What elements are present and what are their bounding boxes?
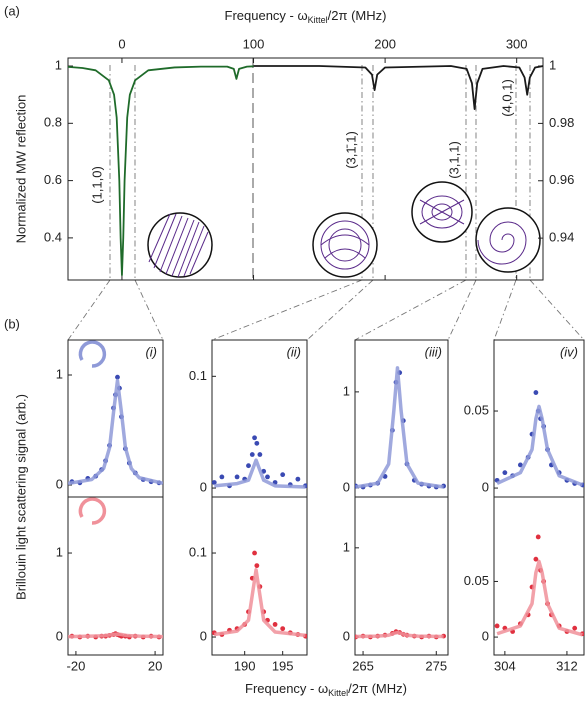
plot-frame xyxy=(67,496,164,656)
x-axis-label-part: /2π (MHz) xyxy=(348,681,407,696)
y-tick-label: 0 xyxy=(343,479,350,494)
y-tick-label: 0 xyxy=(343,628,350,643)
panel-sublabel: (iv) xyxy=(560,344,578,359)
data-point xyxy=(272,622,278,627)
data-point xyxy=(252,550,257,556)
data-point xyxy=(295,476,301,482)
panel-label: (a) xyxy=(4,3,20,18)
x-tick-label: 304 xyxy=(494,658,516,673)
y-tick-label: 0 xyxy=(56,628,63,643)
fit-line xyxy=(355,366,444,489)
x-tick-label: 100 xyxy=(243,36,265,51)
y-tick-label: 0 xyxy=(482,480,489,495)
x-axis-label: Frequency - ωKittel/2π (MHz) xyxy=(225,8,387,25)
data-point xyxy=(254,440,260,446)
plot-frame xyxy=(211,496,308,656)
line xyxy=(253,65,543,110)
x-axis-label-part: Frequency - ω xyxy=(245,681,328,696)
panel-label: (b) xyxy=(4,316,20,331)
x-tick-label: 275 xyxy=(425,658,447,673)
fit-line xyxy=(214,568,306,638)
fit-line xyxy=(496,404,584,487)
y-tick-label: 0.05 xyxy=(464,573,489,588)
y-tick-label: 1 xyxy=(55,57,62,72)
plot-frame xyxy=(67,57,544,281)
data-point xyxy=(280,472,286,478)
data-point xyxy=(533,556,539,562)
y-tick-label: 0 xyxy=(56,476,63,491)
y-tick-label: 0.8 xyxy=(44,115,62,130)
mode-images xyxy=(147,181,541,278)
annotation: (3,1,1) xyxy=(446,141,461,179)
y-axis-label: Brillouin light scattering signal (arb.) xyxy=(13,394,28,600)
data-point xyxy=(533,390,539,395)
panel-sublabel: (ii) xyxy=(287,344,301,359)
x-tick-label: 195 xyxy=(272,658,294,673)
y-tick-label: 0 xyxy=(200,628,207,643)
y-tick-label: 1 xyxy=(56,544,63,559)
data-point xyxy=(219,474,225,480)
data-point xyxy=(212,480,217,485)
fit-line xyxy=(68,632,163,639)
data-point xyxy=(572,625,578,631)
x-tick-label: 312 xyxy=(556,658,578,673)
data-point xyxy=(252,435,257,441)
data-point xyxy=(535,534,541,540)
data-point xyxy=(517,462,523,468)
data-point xyxy=(249,452,255,457)
x-axis-label: Frequency - ωKittel/2π (MHz) xyxy=(245,681,407,698)
annotation: (3,1̄,1) xyxy=(343,131,358,169)
plot-frame xyxy=(354,496,449,656)
data-point xyxy=(280,626,286,632)
fit-line xyxy=(496,559,583,637)
y-tick-label: 1 xyxy=(343,539,350,554)
y2-tick-label: 1 xyxy=(549,57,556,72)
plot-frame xyxy=(493,496,585,656)
plot-frame xyxy=(67,339,164,498)
y2-tick-label: 0.94 xyxy=(549,230,574,245)
data-point xyxy=(254,563,260,569)
fit-line xyxy=(355,630,444,639)
x-axis-label-part: Kittel xyxy=(328,688,348,698)
y-tick-label: 0.4 xyxy=(44,229,62,244)
annotation: (1,1,0) xyxy=(89,166,104,204)
fit-line xyxy=(214,458,306,489)
data-point xyxy=(265,474,270,480)
x-tick-label: 300 xyxy=(506,36,528,51)
polarization-icon xyxy=(78,497,107,525)
x-axis-label-part: Kittel xyxy=(308,15,328,25)
y2-tick-label: 0.96 xyxy=(549,172,574,187)
panel-sublabel: (iii) xyxy=(425,344,442,359)
x-tick-label: 20 xyxy=(148,658,162,673)
data-point xyxy=(246,463,251,469)
y-tick-label: 0 xyxy=(200,479,207,494)
x-axis-label-part: /2π (MHz) xyxy=(328,8,387,23)
data-point xyxy=(234,474,240,480)
y2-tick-label: 0.98 xyxy=(549,115,574,130)
fit-line xyxy=(68,378,163,486)
x-tick-label: 0 xyxy=(118,36,125,51)
y-tick-label: 0.05 xyxy=(464,402,489,417)
y-tick-label: 0.6 xyxy=(44,172,62,187)
x-tick-label: 190 xyxy=(234,658,256,673)
data-point xyxy=(502,470,508,476)
x-tick-label: -20 xyxy=(67,658,86,673)
x-axis-label-part: Frequency - ω xyxy=(225,8,308,23)
panel-sublabel: (i) xyxy=(145,344,157,359)
y-tick-label: 0.1 xyxy=(189,368,207,383)
x-tick-label: 200 xyxy=(374,36,396,51)
y-tick-label: 1 xyxy=(56,366,63,381)
x-tick-label: 265 xyxy=(352,658,374,673)
data-point xyxy=(257,452,263,457)
data-point xyxy=(115,374,120,380)
annotation: (4,0,1) xyxy=(499,79,514,117)
polarization-icon xyxy=(78,340,107,368)
line xyxy=(68,65,254,277)
data-point xyxy=(494,623,500,629)
y-tick-label: 0 xyxy=(482,629,489,644)
y-tick-label: 1 xyxy=(343,383,350,398)
y-axis-label: Normalized MW reflection xyxy=(13,95,28,244)
y-tick-label: 0.1 xyxy=(189,544,207,559)
